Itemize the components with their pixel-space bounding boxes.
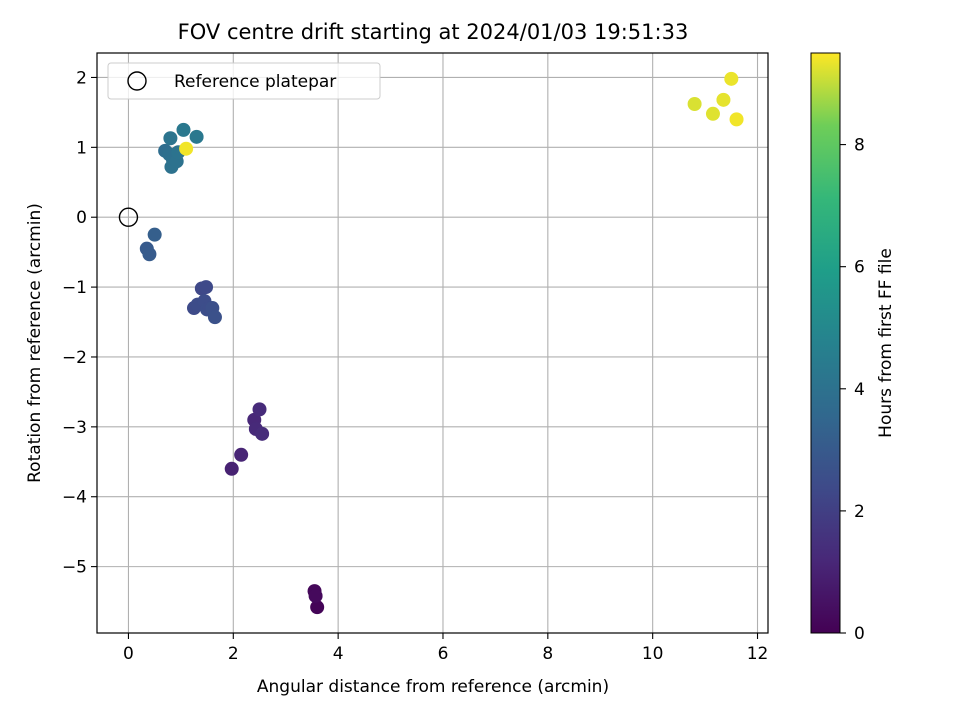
colorbar-label: Hours from first FF file <box>876 248 896 438</box>
colorbar-tick-label: 8 <box>854 136 865 156</box>
data-point <box>252 402 267 417</box>
colorbar-tick-label: 0 <box>854 624 865 644</box>
x-axis-ticks: 0 2 4 6 8 10 12 <box>123 633 768 664</box>
reference-platepar-marker <box>118 207 139 227</box>
data-point <box>716 92 731 107</box>
data-point <box>176 122 191 137</box>
colorbar-tick-label: 2 <box>854 502 865 522</box>
y-tick-label: 0 <box>76 208 87 228</box>
colorbar-ticks: 0 2 4 6 8 <box>840 136 865 644</box>
data-point <box>163 131 178 146</box>
data-point <box>687 97 702 112</box>
chart-title: FOV centre drift starting at 2024/01/03 … <box>178 20 689 44</box>
y-tick-label: −2 <box>62 348 87 368</box>
x-grid <box>127 53 759 633</box>
data-point <box>199 280 214 295</box>
y-axis-label: Rotation from reference (arcmin) <box>25 203 45 483</box>
data-point <box>142 247 157 262</box>
scatter-points <box>139 71 744 615</box>
data-point <box>729 112 744 127</box>
y-tick-label: 2 <box>76 68 87 88</box>
y-tick-label: −1 <box>62 278 87 298</box>
x-tick-label: 8 <box>542 644 553 664</box>
x-tick-label: 6 <box>438 644 449 664</box>
data-point <box>189 129 204 144</box>
data-point <box>207 310 222 325</box>
y-tick-label: −4 <box>62 488 87 508</box>
x-tick-label: 2 <box>228 644 239 664</box>
y-axis-ticks: 2 1 0 −1 −2 −3 −4 −5 <box>62 68 97 578</box>
colorbar-tick-label: 4 <box>854 380 865 400</box>
x-tick-label: 4 <box>333 644 344 664</box>
data-point <box>255 426 270 441</box>
x-axis-label: Angular distance from reference (arcmin) <box>257 677 609 697</box>
plot-frame <box>96 52 769 634</box>
x-tick-label: 10 <box>642 644 664 664</box>
data-point <box>705 106 720 121</box>
y-tick-label: 1 <box>76 138 87 158</box>
colorbar-tick-label: 6 <box>854 258 865 278</box>
y-tick-label: −3 <box>62 418 87 438</box>
legend-box <box>107 62 381 100</box>
colorbar <box>810 52 841 634</box>
y-grid <box>97 76 768 568</box>
data-point <box>224 461 239 476</box>
x-tick-label: 0 <box>123 644 134 664</box>
data-point <box>308 588 323 603</box>
legend-label: Reference platepar <box>174 72 336 92</box>
legend: Reference platepar <box>107 62 381 100</box>
y-tick-label: −5 <box>62 558 87 578</box>
legend-marker <box>127 71 147 91</box>
data-point <box>234 447 249 462</box>
data-point <box>179 141 194 156</box>
data-point <box>724 71 739 86</box>
data-point <box>310 600 325 615</box>
x-tick-label: 12 <box>747 644 769 664</box>
data-point <box>147 227 162 242</box>
